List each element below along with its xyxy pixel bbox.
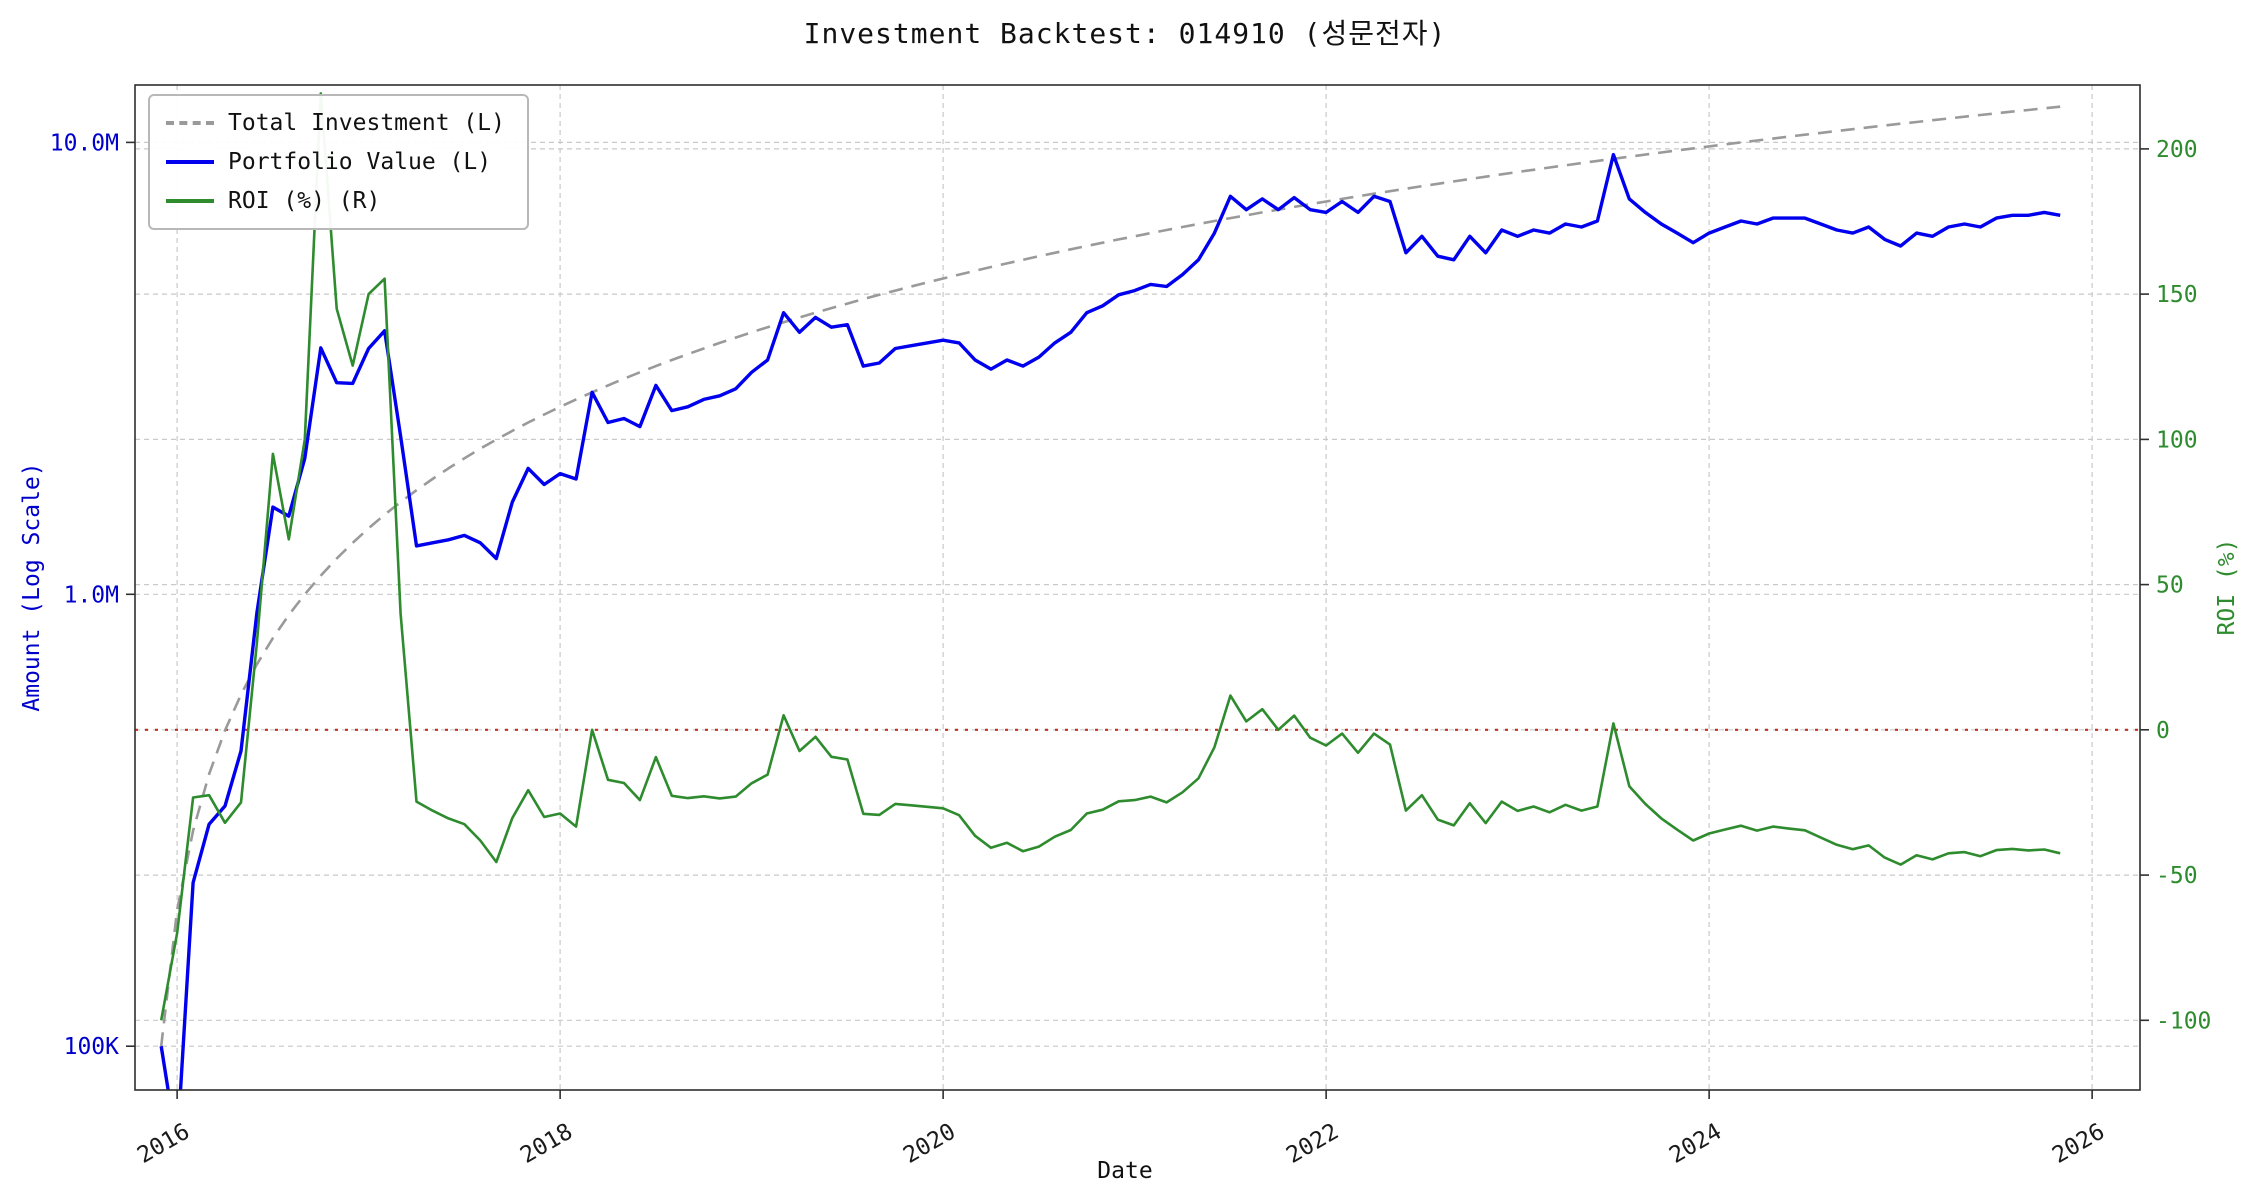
- x-axis-label: Date: [1097, 1158, 1153, 1184]
- legend-item-roi: ROI (%) (R): [166, 188, 505, 214]
- svg-text:100: 100: [2156, 427, 2198, 453]
- legend-line-sample-total-investment: [166, 121, 214, 125]
- legend: Total Investment (L) Portfolio Value (L)…: [148, 94, 529, 230]
- svg-text:0: 0: [2156, 718, 2170, 744]
- y-axis-label-right: ROI (%): [2214, 538, 2240, 636]
- svg-text:150: 150: [2156, 282, 2198, 308]
- legend-line-sample-portfolio-value: [166, 160, 214, 164]
- svg-text:200: 200: [2156, 137, 2198, 163]
- svg-text:-100: -100: [2156, 1008, 2211, 1034]
- svg-text:50: 50: [2156, 573, 2184, 599]
- chart-title: Investment Backtest: 014910 (성문전자): [803, 17, 1447, 50]
- legend-line-sample-roi: [166, 199, 214, 203]
- svg-text:10.0M: 10.0M: [50, 130, 119, 156]
- legend-label-total-investment: Total Investment (L): [228, 110, 505, 136]
- svg-text:100K: 100K: [64, 1034, 120, 1060]
- svg-text:-50: -50: [2156, 863, 2198, 889]
- legend-label-roi: ROI (%) (R): [228, 188, 381, 214]
- svg-text:1.0M: 1.0M: [64, 582, 119, 608]
- legend-item-portfolio-value: Portfolio Value (L): [166, 149, 505, 175]
- legend-item-total-investment: Total Investment (L): [166, 110, 505, 136]
- legend-label-portfolio-value: Portfolio Value (L): [228, 149, 492, 175]
- y-axis-label-left: Amount (Log Scale): [19, 462, 45, 712]
